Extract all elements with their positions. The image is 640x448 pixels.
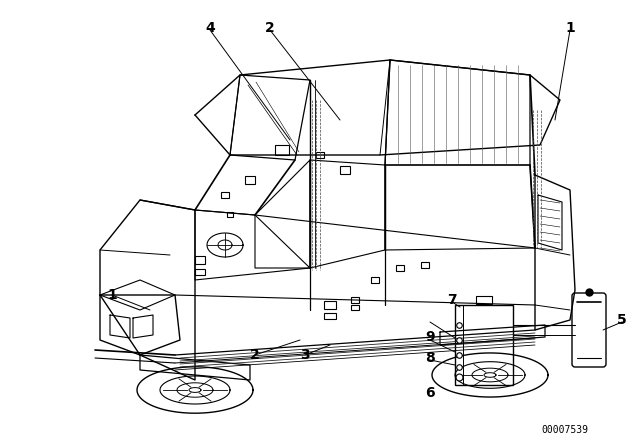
Bar	[275, 145, 289, 155]
Bar	[227, 212, 233, 217]
Bar	[371, 277, 379, 283]
Bar	[195, 269, 205, 275]
Polygon shape	[110, 315, 130, 338]
Text: 1: 1	[565, 21, 575, 35]
Bar	[324, 301, 336, 309]
Text: 2: 2	[250, 348, 260, 362]
Bar	[351, 297, 359, 303]
Bar	[351, 306, 359, 310]
Polygon shape	[133, 315, 153, 338]
Bar	[324, 313, 336, 319]
Bar	[195, 256, 205, 264]
Text: 2: 2	[265, 21, 275, 35]
Bar	[396, 265, 404, 271]
Bar	[316, 152, 324, 158]
Text: 3: 3	[300, 348, 310, 362]
Bar	[455, 305, 513, 385]
Text: 4: 4	[205, 21, 215, 35]
Text: 1: 1	[107, 288, 117, 302]
Bar	[340, 166, 350, 174]
Bar	[245, 176, 255, 184]
Bar	[221, 192, 229, 198]
Text: 7: 7	[447, 293, 457, 307]
Text: 00007539: 00007539	[541, 425, 589, 435]
Text: 9: 9	[425, 330, 435, 344]
FancyBboxPatch shape	[572, 293, 606, 367]
Bar	[476, 296, 492, 304]
Bar	[421, 262, 429, 268]
Text: 5: 5	[617, 313, 627, 327]
Text: 8: 8	[425, 351, 435, 365]
Text: 6: 6	[425, 386, 435, 400]
